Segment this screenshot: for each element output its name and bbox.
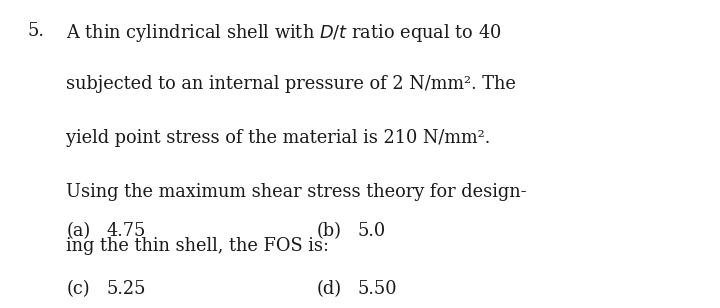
Text: 5.25: 5.25 xyxy=(107,280,146,298)
Text: (c): (c) xyxy=(66,280,90,298)
Text: subjected to an internal pressure of 2 N/mm². The: subjected to an internal pressure of 2 N… xyxy=(66,75,516,93)
Text: 4.75: 4.75 xyxy=(107,222,146,240)
Text: A thin cylindrical shell with $\mathit{D/t}$ ratio equal to 40: A thin cylindrical shell with $\mathit{D… xyxy=(66,22,502,43)
Text: 5.: 5. xyxy=(27,22,44,39)
Text: 5.0: 5.0 xyxy=(357,222,385,240)
Text: ing the thin shell, the FOS is:: ing the thin shell, the FOS is: xyxy=(66,237,329,255)
Text: (b): (b) xyxy=(317,222,342,240)
Text: (a): (a) xyxy=(66,222,91,240)
Text: Using the maximum shear stress theory for design-: Using the maximum shear stress theory fo… xyxy=(66,183,527,201)
Text: yield point stress of the material is 210 N/mm².: yield point stress of the material is 21… xyxy=(66,129,490,147)
Text: 5.50: 5.50 xyxy=(357,280,397,298)
Text: (d): (d) xyxy=(317,280,342,298)
